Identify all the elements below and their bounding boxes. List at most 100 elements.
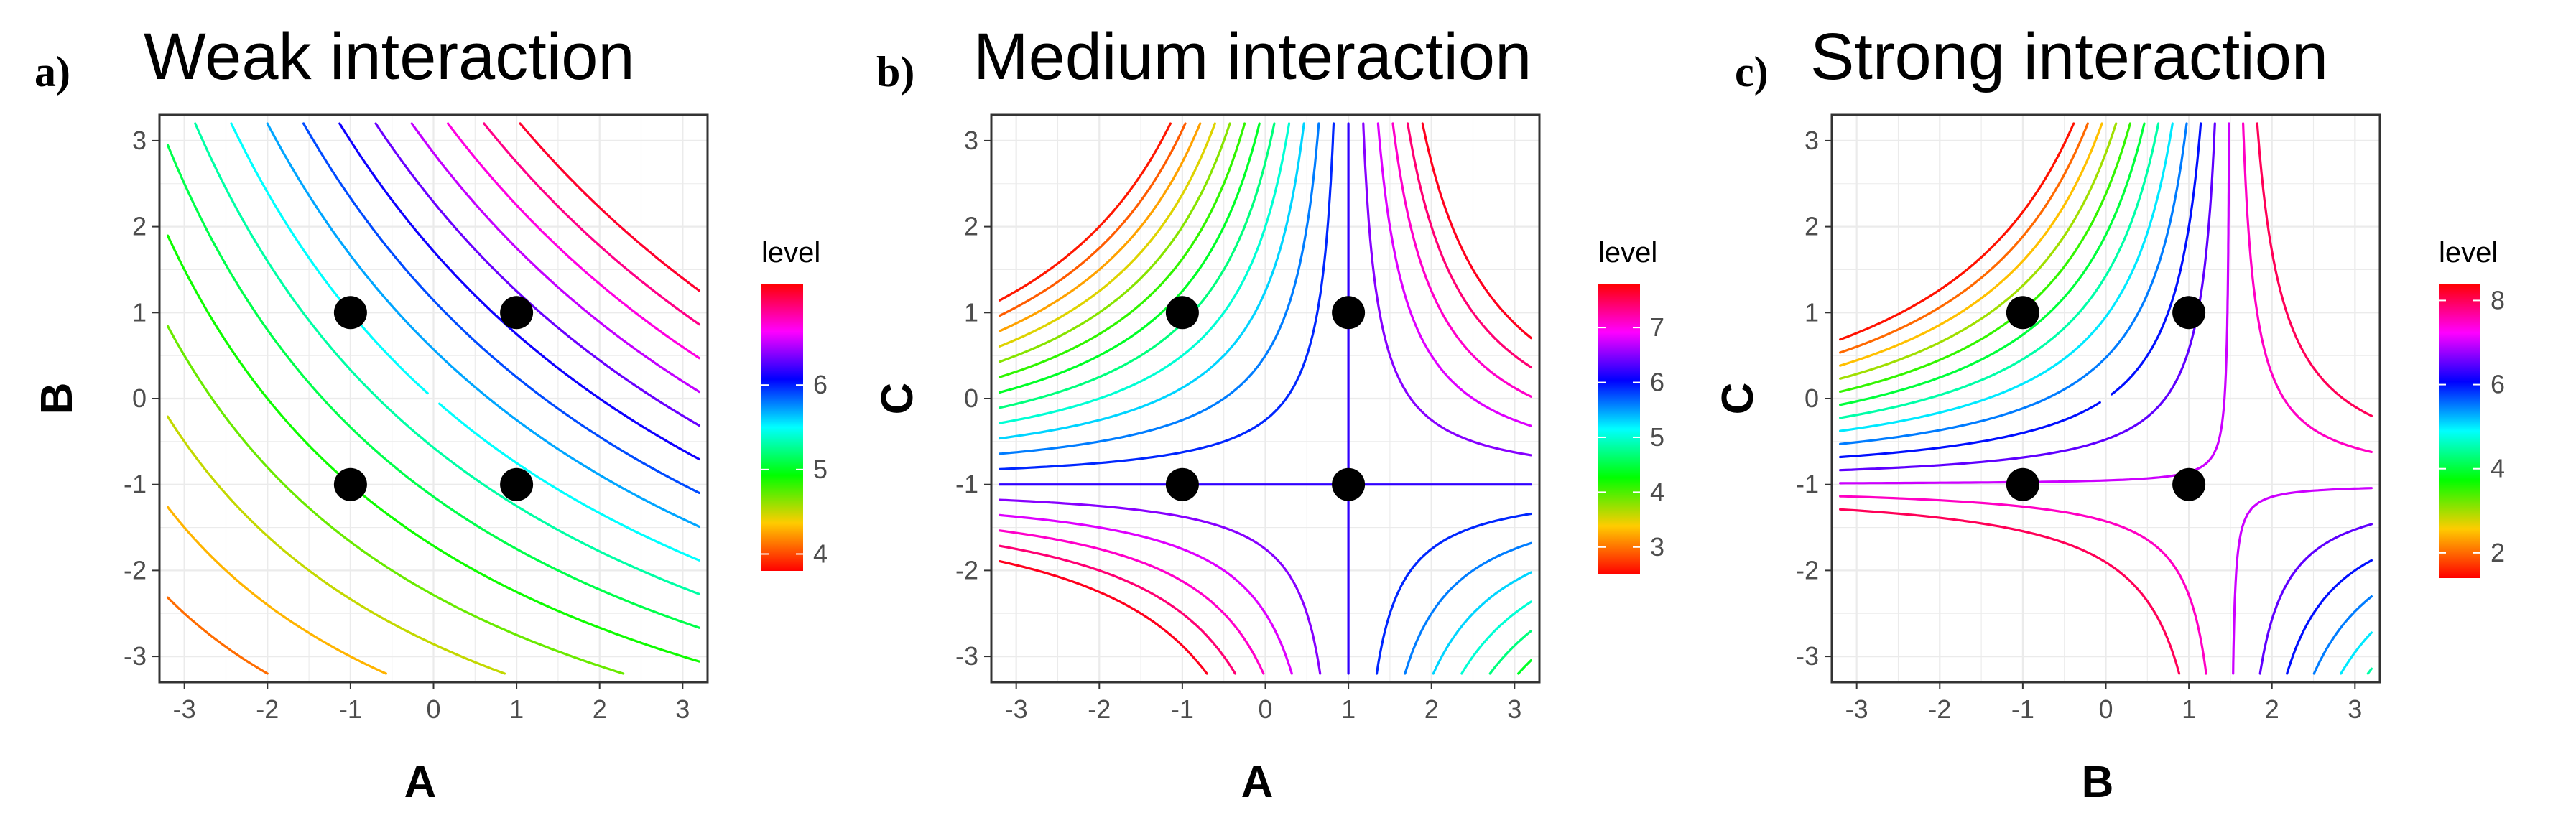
y-tick-label: 2 [964,212,978,241]
design-point [1332,467,1366,501]
panel-letter: b) [876,48,914,96]
legend-tick-label: 2 [2491,538,2505,567]
x-axis-title: A [404,758,437,807]
contour-line [999,122,1187,317]
y-tick-label: 0 [964,383,978,413]
x-tick-label: 3 [1507,694,1521,724]
legend-tick-label: 7 [1650,312,1664,342]
contour-line [999,122,1172,302]
contour-line [1839,122,2146,406]
legend-colorbar [2439,284,2480,578]
contour-line [999,122,1532,675]
contour-line [999,122,1231,363]
legend-a: level 4 5 6 [761,237,828,571]
x-tick-label: 0 [426,694,440,724]
grid [159,115,708,682]
contour-line [374,122,700,427]
design-point [1332,296,1366,330]
design-point [333,296,367,330]
y-tick-label: 0 [132,383,147,413]
contour-lines [167,122,700,675]
contour-line [999,122,1532,675]
x-tick-label: 1 [509,694,524,724]
contour-line [1839,122,2118,380]
panel-a: a) Weak interaction -3 -2 -1 0 1 2 3 -3 -2 -1 0 1 2 3… [32,20,828,807]
x-tick-label: -3 [173,694,196,724]
axis-ticks: -3 -2 -1 0 1 2 3 -3 -2 -1 0 1 2 3 [124,126,690,724]
y-tick-label: 3 [1804,126,1819,155]
contour-line [167,325,625,675]
legend-tick-label: 5 [813,455,828,484]
x-tick-label: 2 [2265,694,2279,724]
axis-ticks: -3 -2 -1 0 1 2 3 -3 -2 -1 0 1 2 3 [955,126,1521,724]
contour-line [447,122,700,360]
x-tick-label: 3 [2348,694,2362,724]
legend-tick-label: 4 [1650,477,1664,506]
y-tick-label: -3 [955,641,978,671]
design-point [2172,296,2206,330]
x-tick-label: 2 [593,694,607,724]
contour-line [167,596,269,675]
x-tick-label: 0 [1258,694,1272,724]
contour-line [999,122,1532,675]
x-tick-label: 2 [1424,694,1439,724]
x-tick-label: -2 [256,694,279,724]
panel-c: c) Strong interaction -3 -2 -1 0 1 2 3 -3 -2 -1 0 1… [1713,20,2505,807]
legend-tick-label: 5 [1650,422,1664,452]
design-point [2172,467,2206,501]
y-tick-label: -2 [955,555,978,585]
contour-line [338,122,700,461]
contour-line [1839,122,2373,675]
y-tick-label: 2 [132,212,147,241]
contour-line [194,122,700,595]
y-axis-title: C [873,383,922,415]
y-axis-title: C [1713,383,1763,415]
contour-line [483,122,700,326]
contour-line [1839,122,2373,675]
contour-line [1839,122,2075,341]
y-tick-label: -3 [124,641,147,671]
x-tick-label: -3 [1845,694,1868,724]
contour-lines [1839,122,2373,675]
contour-line [167,506,387,675]
design-point [500,296,534,330]
contour-line [167,415,506,675]
contour-line [167,144,700,629]
contour-line [999,122,1532,675]
legend-tick-label: 4 [813,539,828,568]
contour-plot-a: -3 -2 -1 0 1 2 3 -3 -2 -1 0 1 2 3 [124,113,709,724]
legend-title: level [2439,237,2498,269]
contour-line [410,122,700,394]
design-points [2006,296,2206,501]
x-tick-label: 1 [1341,694,1356,724]
contour-line [999,122,1532,675]
panel-letter: c) [1735,48,1769,96]
legend-tick-label: 8 [2491,285,2505,315]
legend-b: level 3 4 5 6 7 [1598,237,1664,574]
contour-line [999,122,1532,675]
y-tick-label: 1 [964,297,978,327]
y-tick-label: -2 [124,555,147,585]
design-point [2006,467,2039,501]
x-tick-label: -2 [1088,694,1111,724]
contour-line [1839,122,2373,675]
contour-line [999,122,1202,332]
design-point [500,467,534,501]
legend-tick-label: 4 [2491,454,2505,483]
y-tick-label: -1 [1796,470,1819,499]
x-axis-title: B [2082,758,2114,807]
y-tick-label: -2 [1796,555,1819,585]
y-tick-label: -3 [1796,641,1819,671]
contour-line [999,122,1246,378]
x-tick-label: -2 [1928,694,1951,724]
contour-line [999,122,1532,675]
y-tick-label: 3 [964,126,978,155]
y-axis-title: B [32,383,82,415]
design-point [2006,296,2039,330]
legend-title: level [1598,237,1657,269]
y-tick-label: 0 [1804,383,1819,413]
y-tick-label: 2 [1804,212,1819,241]
contour-plot-c: -3 -2 -1 0 1 2 3 -3 -2 -1 0 1 2 3 [1796,113,2381,724]
legend-tick-label: 6 [2491,370,2505,399]
